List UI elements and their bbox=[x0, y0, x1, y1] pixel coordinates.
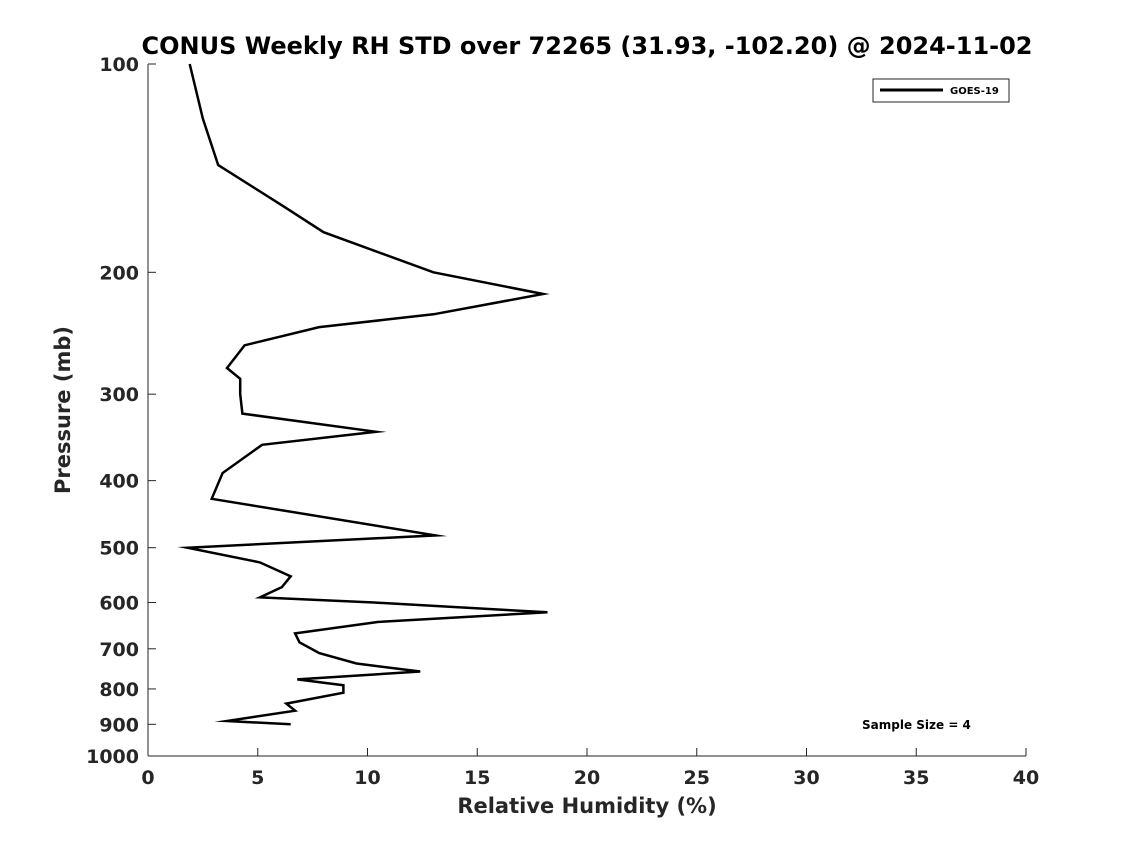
series-line-goes-19 bbox=[177, 63, 550, 726]
y-ticks: 100 200 300 400 500 600 700 800 900 1000 bbox=[86, 54, 156, 768]
x-tick-label: 25 bbox=[684, 767, 710, 789]
y-tick-label: 400 bbox=[99, 471, 139, 493]
y-axis-label: Pressure (mb) bbox=[51, 326, 75, 494]
y-tick-label: 800 bbox=[99, 679, 139, 701]
y-tick-label: 600 bbox=[99, 592, 139, 614]
y-tick-label: 300 bbox=[99, 384, 139, 406]
x-tick-label: 0 bbox=[141, 767, 154, 789]
x-tick-label: 20 bbox=[574, 767, 600, 789]
x-axis-label: Relative Humidity (%) bbox=[457, 794, 716, 818]
y-tick-label: 500 bbox=[99, 538, 139, 560]
y-tick-label: 700 bbox=[99, 639, 139, 661]
x-tick-label: 40 bbox=[1013, 767, 1039, 789]
sample-size-annotation: Sample Size = 4 bbox=[862, 718, 971, 732]
x-tick-label: 5 bbox=[251, 767, 264, 789]
legend-label: GOES-19 bbox=[950, 86, 999, 97]
x-tick-label: 15 bbox=[464, 767, 490, 789]
series-layer bbox=[177, 63, 550, 726]
legend: GOES-19 bbox=[872, 78, 1010, 103]
chart-title: CONUS Weekly RH STD over 72265 (31.93, -… bbox=[141, 32, 1032, 60]
x-tick-label: 30 bbox=[793, 767, 819, 789]
y-tick-label: 1000 bbox=[86, 746, 139, 768]
x-tick-label: 35 bbox=[903, 767, 929, 789]
x-tick-label: 10 bbox=[354, 767, 380, 789]
y-tick-label: 200 bbox=[99, 262, 139, 284]
x-ticks: 0 5 10 15 20 25 30 35 40 bbox=[141, 748, 1039, 789]
y-tick-label: 900 bbox=[99, 714, 139, 736]
y-tick-label: 100 bbox=[99, 54, 139, 76]
